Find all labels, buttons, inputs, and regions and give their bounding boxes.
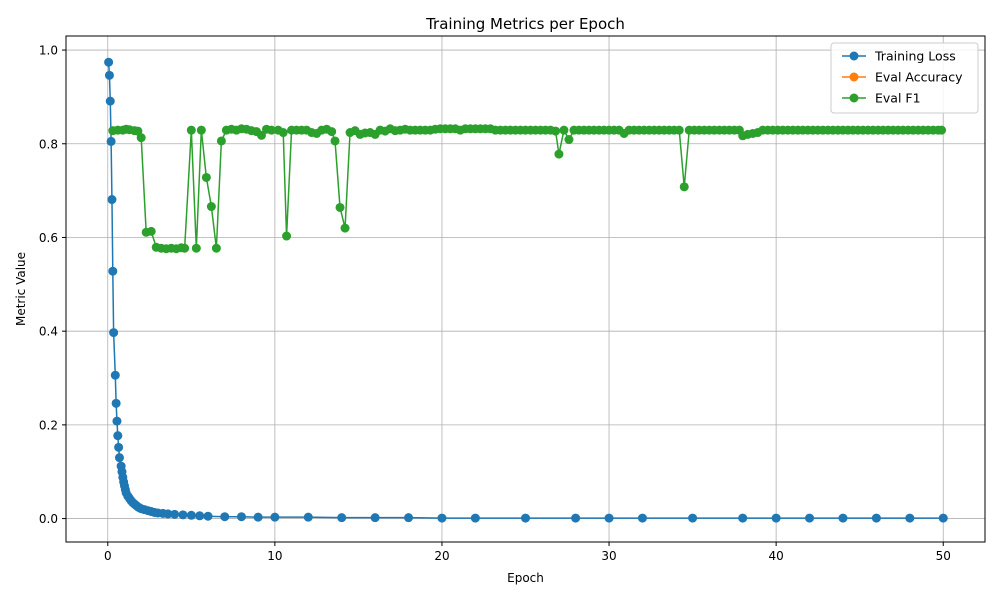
data-point-eval-f1 <box>564 135 574 145</box>
data-point-training-loss <box>404 513 414 523</box>
data-point-training-loss <box>113 431 123 441</box>
y-tick-label: 0.2 <box>39 418 58 432</box>
data-point-training-loss <box>521 513 530 523</box>
y-tick-label: 0.0 <box>39 512 58 526</box>
data-point-training-loss <box>109 328 119 338</box>
x-tick-label: 40 <box>768 549 783 563</box>
series-line-eval-f1 <box>112 127 942 250</box>
data-point-training-loss <box>114 453 124 463</box>
series-layer <box>104 57 948 523</box>
x-axis: 0 10 20 30 40 50 <box>104 542 951 563</box>
data-point-eval-f1 <box>551 126 561 136</box>
data-point-training-loss <box>470 513 480 523</box>
data-point-eval-f1 <box>278 128 288 138</box>
data-point-training-loss <box>114 442 124 452</box>
data-point-training-loss <box>220 512 230 522</box>
y-tick-label: 0.6 <box>39 231 58 245</box>
data-point-training-loss <box>370 513 380 523</box>
legend-label-eval-accuracy: Eval Accuracy <box>875 70 963 85</box>
legend: Training Loss Eval Accuracy Eval F1 <box>830 42 979 114</box>
data-point-training-loss <box>270 512 280 522</box>
data-point-training-loss <box>203 511 213 521</box>
data-point-training-loss <box>112 416 122 426</box>
x-tick-label: 10 <box>267 549 282 563</box>
data-point-training-loss <box>938 513 948 523</box>
y-tick-label: 0.4 <box>39 325 58 339</box>
data-point-eval-f1 <box>201 172 211 182</box>
data-point-training-loss <box>303 512 313 522</box>
data-point-eval-f1 <box>216 136 226 146</box>
data-point-training-loss <box>905 513 915 523</box>
data-point-training-loss <box>107 195 117 205</box>
data-point-training-loss <box>178 510 188 520</box>
x-axis-label: Epoch <box>507 571 544 585</box>
legend-marker-training-loss <box>849 51 859 61</box>
data-point-eval-f1 <box>206 202 216 212</box>
legend-frame <box>830 42 979 114</box>
data-point-training-loss <box>110 370 120 380</box>
data-point-training-loss <box>108 266 118 276</box>
legend-marker-eval-f1 <box>849 93 859 103</box>
data-point-training-loss <box>170 509 180 519</box>
data-point-eval-f1 <box>257 130 266 140</box>
chart-title: Training Metrics per Epoch <box>425 15 625 33</box>
data-point-training-loss <box>163 509 173 519</box>
data-point-eval-f1 <box>559 125 569 135</box>
plot-frame <box>65 35 986 543</box>
x-tick-label: 20 <box>434 549 449 563</box>
data-point-eval-f1 <box>282 231 292 241</box>
data-point-training-loss <box>105 96 115 106</box>
data-point-eval-f1 <box>335 202 345 212</box>
data-point-training-loss <box>871 513 881 523</box>
data-point-eval-f1 <box>554 149 564 159</box>
data-point-training-loss <box>738 513 748 523</box>
data-point-eval-f1 <box>191 243 201 253</box>
data-point-eval-f1 <box>674 125 684 135</box>
data-point-eval-f1 <box>196 125 206 135</box>
legend-marker-eval-accuracy <box>849 72 859 82</box>
data-point-training-loss <box>195 511 205 521</box>
data-point-training-loss <box>104 70 114 80</box>
x-tick-label: 50 <box>936 549 951 563</box>
legend-label-training-loss: Training Loss <box>874 49 956 64</box>
data-point-training-loss <box>637 513 647 523</box>
y-tick-label: 0.8 <box>39 137 58 151</box>
data-point-training-loss <box>571 513 581 523</box>
data-point-training-loss <box>688 513 698 523</box>
legend-label-eval-f1: Eval F1 <box>875 91 921 106</box>
data-point-training-loss <box>337 513 347 523</box>
data-point-training-loss <box>838 513 848 523</box>
data-point-eval-f1 <box>136 133 146 143</box>
data-point-eval-f1 <box>330 136 340 146</box>
data-point-eval-f1 <box>211 243 221 253</box>
data-point-training-loss <box>604 513 614 523</box>
data-point-training-loss <box>104 57 114 67</box>
data-point-training-loss <box>236 512 246 522</box>
x-tick-label: 0 <box>104 549 112 563</box>
y-tick-label: 1.0 <box>39 44 58 58</box>
data-point-training-loss <box>111 398 121 408</box>
data-point-training-loss <box>805 513 815 523</box>
y-axis-label: Metric Value <box>14 252 28 326</box>
data-point-eval-f1 <box>327 127 337 137</box>
y-axis: 0.0 0.2 0.4 0.6 0.8 1.0 <box>39 44 66 526</box>
data-point-eval-f1 <box>180 243 190 253</box>
data-point-eval-f1 <box>679 182 689 192</box>
data-point-eval-f1 <box>146 226 156 236</box>
data-point-training-loss <box>771 513 781 523</box>
data-point-eval-f1 <box>937 125 947 135</box>
data-point-eval-f1 <box>267 125 277 135</box>
data-point-eval-f1 <box>340 223 350 233</box>
data-point-eval-f1 <box>186 125 196 135</box>
x-tick-label: 30 <box>601 549 616 563</box>
data-point-training-loss <box>106 136 116 146</box>
data-point-training-loss <box>437 513 447 523</box>
data-point-training-loss <box>253 512 263 522</box>
series-eval-f1 <box>108 124 947 254</box>
series-training-loss <box>104 57 948 523</box>
data-point-training-loss <box>186 510 196 520</box>
